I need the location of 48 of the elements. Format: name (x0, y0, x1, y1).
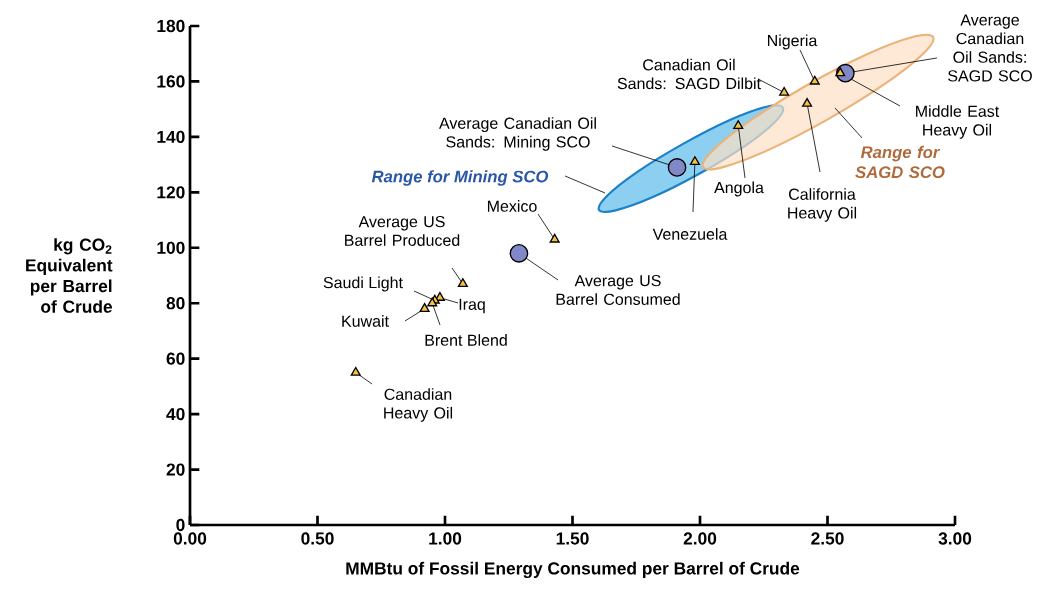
point (457, 278, 468, 288)
point (779, 86, 790, 96)
y-tick-label: 140 (157, 130, 185, 144)
point (802, 97, 813, 107)
x-tick-label: 0.00 (173, 532, 207, 545)
x-axis-title: MMBtu of Fossil Energy Consumed per Barrel of Crude (346, 561, 800, 579)
annotation: Canadian Heavy Oil (384, 388, 453, 422)
point (509, 243, 529, 263)
point (549, 233, 560, 243)
y-tick-label: 180 (157, 19, 185, 33)
annotation: Average US Barrel Produced (345, 215, 460, 246)
y-tick-label: 60 (166, 352, 185, 365)
y-tick-label: 160 (157, 75, 185, 88)
text: Range for SAGD SCO (855, 145, 945, 179)
point (419, 303, 430, 312)
point (350, 366, 361, 376)
annotation: Venezuela (652, 228, 728, 240)
y-axis-title: kg CO$_{2}$ Equivalent per Barrel of Crude (26, 238, 113, 313)
x-tick-label: 0.50 (301, 532, 334, 545)
annotation: Kuwait (342, 315, 389, 327)
y-tick-label: 100 (157, 241, 185, 254)
annotation: Mexico (487, 200, 537, 212)
text: Range for Mining SCO (371, 170, 549, 186)
annotation: Canadian Oil Sands: SAGD Dilbit (617, 58, 761, 90)
x-tick-label: 2.50 (811, 532, 844, 545)
annotation: Average Canadian Oil Sands: Mining SCO (439, 117, 596, 151)
y-tick-label: 120 (157, 186, 185, 199)
annotation: California Heavy Oil (788, 188, 857, 222)
y-tick-label: 20 (166, 463, 185, 476)
annotation: Nigeria (767, 34, 818, 50)
point (809, 75, 820, 85)
x-tick-label: 1.00 (429, 532, 462, 545)
annotation: Iraq (459, 298, 485, 314)
point (733, 120, 744, 129)
annotation: Average Canadian Oil Sands: SAGD SCO (948, 14, 1032, 82)
y-tick-label: 0 (176, 518, 185, 532)
annotation: Brent Blend (425, 334, 507, 346)
point (689, 156, 700, 166)
y-tick-label: 40 (166, 407, 185, 421)
x-tick-label: 3.00 (938, 532, 972, 545)
x-tick-label: 2.00 (683, 532, 717, 545)
x-tick-label: 1.50 (556, 532, 589, 545)
annotation: Middle East Heavy Oil (916, 105, 1000, 139)
annotation: Saudi Light (323, 276, 403, 292)
y-tick-label: 80 (166, 297, 185, 310)
annotation: Angola (714, 181, 764, 197)
annotation: Average US Barrel Consumed (556, 274, 680, 305)
point (667, 158, 687, 177)
